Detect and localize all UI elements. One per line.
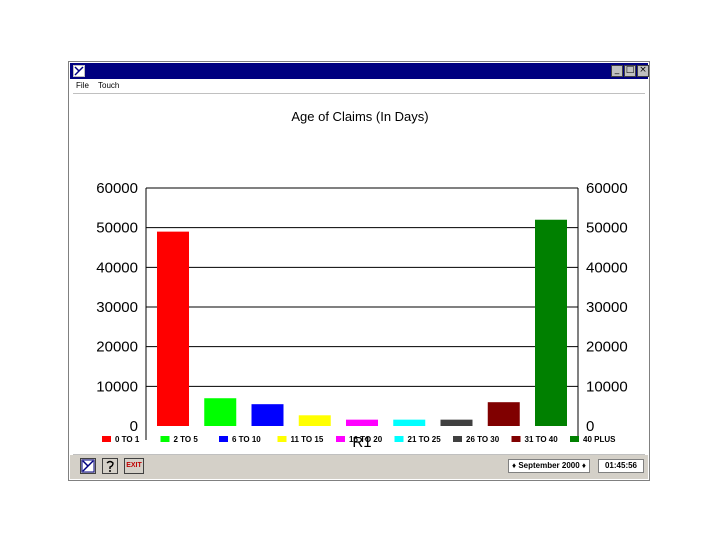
- y-tick-label-right: 50000: [586, 220, 628, 237]
- chart-area: Age of Claims (In Days) 0 0 10000 10000 2000…: [73, 93, 645, 455]
- bar-6-to-10[interactable]: [251, 404, 284, 426]
- legend-swatch: [277, 436, 287, 442]
- bar-chart: Age of Claims (In Days) 0 0 10000 10000 2000…: [96, 109, 628, 451]
- y-tick-label-left: 40000: [96, 259, 138, 276]
- bar-31-to-40[interactable]: [487, 402, 520, 426]
- time-display: 01:45:56: [598, 459, 644, 473]
- bar-0-to-1[interactable]: [157, 231, 189, 426]
- title-bar[interactable]: _ □ ×: [70, 63, 649, 79]
- y-tick-label-left: 50000: [96, 220, 138, 237]
- legend-label: 31 TO 40: [525, 435, 559, 444]
- legend-swatch: [511, 436, 521, 442]
- minimize-button[interactable]: _: [611, 65, 623, 77]
- close-button[interactable]: ×: [637, 65, 649, 77]
- y-tick-label-right: 60000: [586, 180, 628, 197]
- y-tick-label-left: 60000: [96, 180, 138, 197]
- y-tick-label-right: 40000: [586, 259, 628, 276]
- legend-label: 40 PLUS: [583, 435, 616, 444]
- legend-swatch: [394, 436, 404, 442]
- y-tick-label-left: 10000: [96, 378, 138, 395]
- bar-16-to-20[interactable]: [346, 419, 378, 426]
- y-tick-label-right: 20000: [586, 339, 628, 356]
- legend-swatch: [453, 436, 462, 442]
- y-tick-label-left: 0: [130, 418, 138, 435]
- legend-swatch: [336, 436, 345, 442]
- app-icon[interactable]: [73, 65, 85, 77]
- bar-26-to-30[interactable]: [440, 419, 473, 426]
- date-display: ♦ September 2000 ♦: [508, 459, 590, 473]
- bar-11-to-15[interactable]: [298, 415, 331, 426]
- date-arrow-icon[interactable]: ♦: [511, 461, 517, 470]
- y-tick-label-right: 10000: [586, 378, 628, 395]
- status-bar: EXIT ♦ September 2000 ♦ 01:45:56: [70, 455, 648, 479]
- menu-file[interactable]: File: [76, 81, 89, 90]
- date-arrow-icon-right[interactable]: ♦: [581, 461, 587, 470]
- application-window: _ □ × File Touch Age of Claims (In Days)…: [68, 61, 650, 481]
- legend-swatch: [102, 436, 111, 442]
- cursor-icon[interactable]: [80, 458, 96, 474]
- legend-label: 21 TO 25: [408, 435, 442, 444]
- y-tick-label-right: 30000: [586, 299, 628, 316]
- x-category-label: R1: [352, 434, 371, 451]
- menu-touch[interactable]: Touch: [98, 81, 120, 90]
- legend-label: 0 TO 1: [115, 435, 140, 444]
- menu-bar: File Touch: [70, 80, 648, 92]
- legend-label: 11 TO 15: [291, 435, 324, 444]
- maximize-button[interactable]: □: [624, 65, 636, 77]
- bar-40-plus[interactable]: [535, 219, 567, 426]
- legend-label: 6 TO 10: [232, 435, 261, 444]
- exit-icon[interactable]: EXIT: [124, 458, 144, 474]
- y-tick-label-right: 0: [586, 418, 594, 435]
- legend-swatch: [219, 436, 228, 442]
- date-text: September 2000: [518, 461, 580, 470]
- y-tick-label-left: 20000: [96, 339, 138, 356]
- legend-label: 16 TO 20: [349, 435, 383, 444]
- bar-2-to-5[interactable]: [204, 398, 237, 426]
- legend-swatch: [160, 436, 170, 442]
- legend-label: 2 TO 5: [174, 435, 199, 444]
- y-tick-label-left: 30000: [96, 299, 138, 316]
- chart-title: Age of Claims (In Days): [291, 109, 428, 124]
- legend-label: 26 TO 30: [466, 435, 500, 444]
- bar-21-to-25[interactable]: [393, 419, 426, 426]
- help-icon[interactable]: [102, 458, 118, 474]
- legend-swatch: [570, 436, 579, 442]
